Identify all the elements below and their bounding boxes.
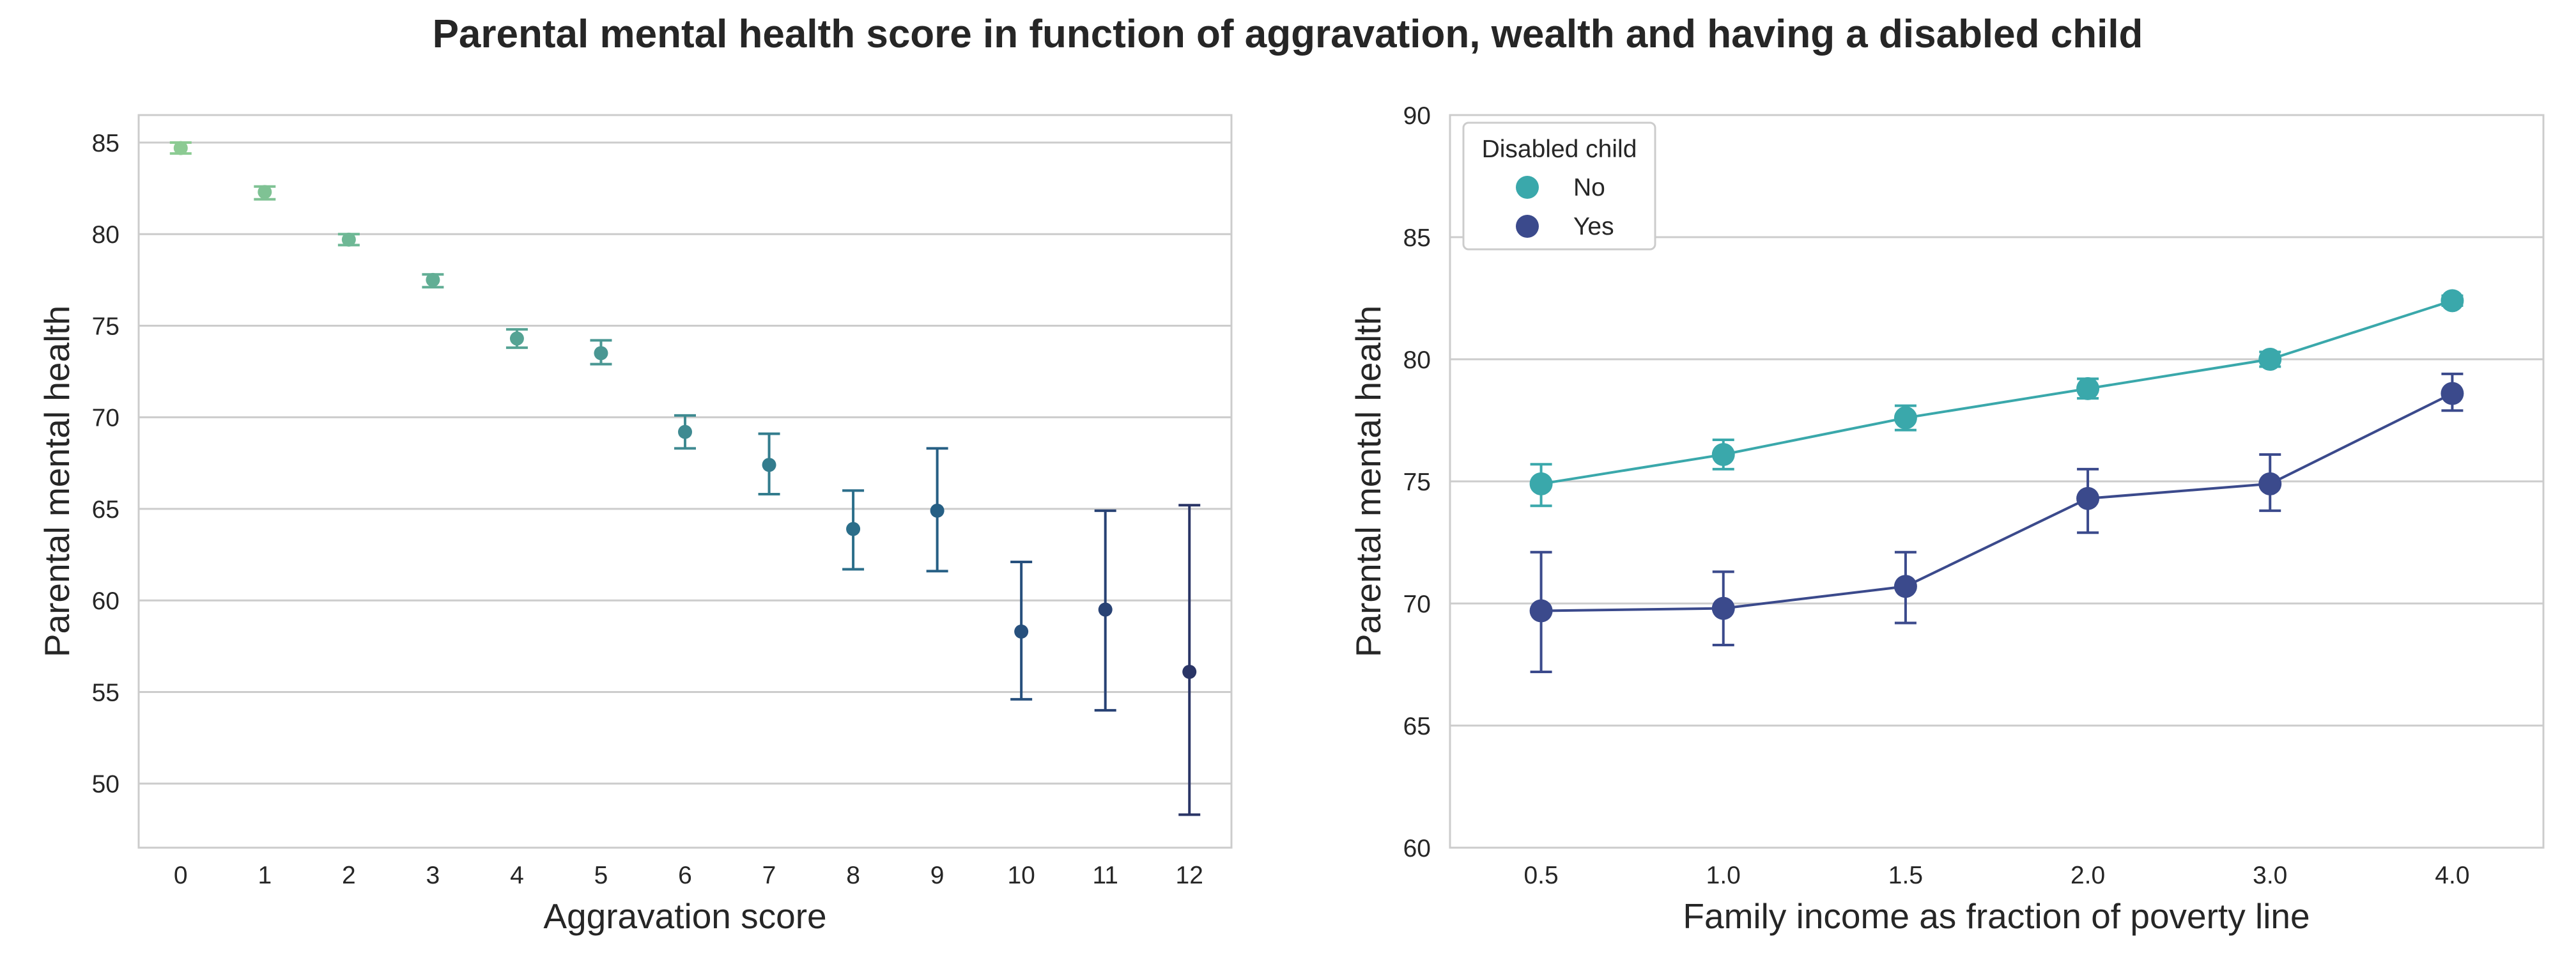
right-y-tick-85: 85 <box>1403 224 1431 252</box>
left-point-10 <box>1014 624 1029 639</box>
left-point-7 <box>762 458 776 472</box>
left-point-12 <box>1182 664 1197 679</box>
series-yes-point-4.0 <box>2441 382 2464 405</box>
left-y-tick-55: 55 <box>92 679 120 706</box>
right-tick-labels: 60 65 70 75 80 85 90 0.5 1.0 1.5 2.0 3.0 4.0 <box>1403 102 2470 889</box>
right-x-tick-1.5: 1.5 <box>1888 862 1923 889</box>
right-x-tick-1.0: 1.0 <box>1706 862 1741 889</box>
left-point-5 <box>594 346 608 361</box>
right-y-tick-90: 90 <box>1403 102 1431 130</box>
left-x-tick-3: 3 <box>426 862 440 889</box>
left-x-tick-12: 12 <box>1176 862 1203 889</box>
left-x-tick-1: 1 <box>258 862 272 889</box>
left-y-tick-80: 80 <box>92 221 120 249</box>
legend-box <box>1462 121 1656 251</box>
series-no-point-0.5 <box>1529 472 1553 495</box>
series-yes-point-2.0 <box>2076 486 2100 510</box>
figure-title: Parental mental health score in function… <box>433 12 2143 56</box>
legend-label-no: No <box>1573 174 1605 201</box>
legend-marker-yes <box>1516 215 1539 238</box>
series-yes-point-0.5 <box>1529 599 1553 623</box>
left-point-1 <box>258 185 272 199</box>
series-yes-point-3.0 <box>2258 472 2282 495</box>
series-no-point-4.0 <box>2441 289 2464 313</box>
right-y-tick-65: 65 <box>1403 713 1431 740</box>
left-data-marks <box>169 141 1201 816</box>
right-y-tick-75: 75 <box>1403 469 1431 496</box>
left-point-4 <box>509 331 524 346</box>
left-gridlines <box>139 141 1231 785</box>
left-point-6 <box>678 424 692 439</box>
left-y-tick-85: 85 <box>92 130 120 157</box>
series-yes-point-1.0 <box>1711 596 1735 620</box>
right-x-tick-3.0: 3.0 <box>2253 862 2287 889</box>
right-y-tick-60: 60 <box>1403 835 1431 862</box>
series-no-point-1.5 <box>1893 406 1917 430</box>
left-x-tick-7: 7 <box>762 862 776 889</box>
left-x-tick-0: 0 <box>174 862 188 889</box>
chart-income: 60 65 70 75 80 85 90 0.5 1.0 1.5 2.0 3.0 4.0 Family … <box>1348 102 2545 936</box>
legend-title: Disabled child <box>1482 136 1637 163</box>
right-x-tick-4.0: 4.0 <box>2435 862 2469 889</box>
left-x-tick-9: 9 <box>930 862 945 889</box>
legend-marker-no <box>1516 176 1539 199</box>
left-x-tick-6: 6 <box>678 862 692 889</box>
right-plot-frame <box>1449 114 2545 849</box>
left-y-tick-50: 50 <box>92 771 120 798</box>
left-x-tick-10: 10 <box>1007 862 1035 889</box>
left-point-11 <box>1098 602 1113 617</box>
left-point-3 <box>426 272 440 287</box>
left-plot-frame <box>137 114 1233 849</box>
left-point-2 <box>341 232 356 247</box>
left-x-tick-8: 8 <box>846 862 860 889</box>
right-y-tick-70: 70 <box>1403 591 1431 618</box>
left-x-tick-11: 11 <box>1092 862 1118 889</box>
right-x-axis-label: Family income as fraction of poverty lin… <box>1683 896 2310 936</box>
left-point-8 <box>846 522 861 536</box>
legend-label-yes: Yes <box>1573 213 1614 240</box>
right-y-tick-80: 80 <box>1403 346 1431 374</box>
left-point-9 <box>930 503 945 518</box>
left-x-tick-2: 2 <box>342 862 356 889</box>
left-y-tick-60: 60 <box>92 587 120 615</box>
left-y-tick-70: 70 <box>92 405 120 432</box>
left-x-tick-4: 4 <box>510 862 524 889</box>
left-y-tick-65: 65 <box>92 496 120 524</box>
left-x-tick-5: 5 <box>594 862 608 889</box>
series-no-point-2.0 <box>2076 377 2100 400</box>
series-no-point-1.0 <box>1711 442 1735 466</box>
left-point-0 <box>173 141 188 155</box>
left-x-axis-label: Aggravation score <box>543 896 826 936</box>
left-y-tick-75: 75 <box>92 313 120 340</box>
series-yes-line <box>1541 392 2453 612</box>
series-yes-point-1.5 <box>1893 575 1917 598</box>
right-x-tick-0.5: 0.5 <box>1523 862 1558 889</box>
legend: Disabled child No Yes <box>1462 121 1656 251</box>
right-y-axis-label: Parental mental health <box>1348 306 1388 657</box>
right-data-marks <box>1529 289 2464 673</box>
left-y-axis-label: Parental mental health <box>37 306 77 657</box>
series-no-point-3.0 <box>2258 348 2282 371</box>
right-x-tick-2.0: 2.0 <box>2071 862 2105 889</box>
series-no-line <box>1541 299 2453 485</box>
